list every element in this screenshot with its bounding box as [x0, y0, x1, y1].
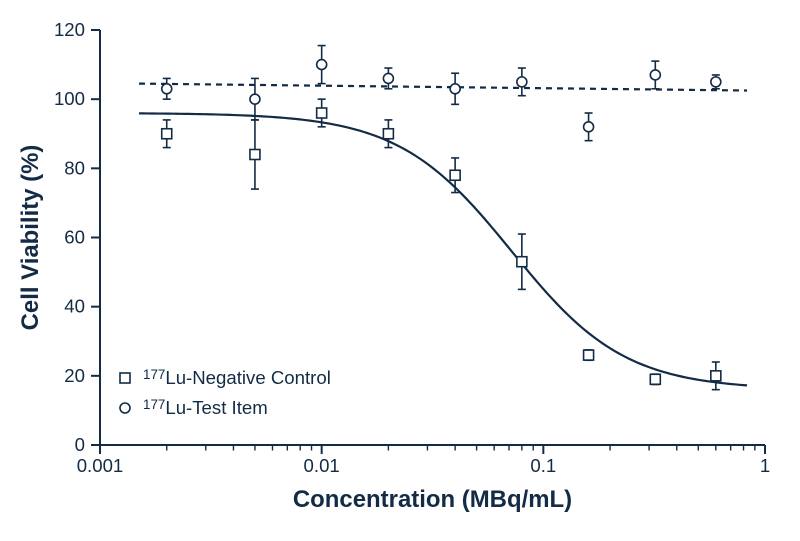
x-tick-label: 0.1	[530, 455, 556, 476]
circle-marker	[317, 60, 327, 70]
square-marker	[711, 371, 721, 381]
square-marker	[450, 170, 460, 180]
square-marker	[317, 108, 327, 118]
circle-marker	[383, 73, 393, 83]
square-marker	[383, 129, 393, 139]
legend-marker-square	[120, 373, 130, 383]
neg_control-curve	[139, 113, 747, 385]
y-tick-label: 80	[64, 157, 85, 178]
legend-marker-circle	[120, 403, 130, 413]
y-tick-label: 100	[54, 88, 85, 109]
y-tick-label: 40	[64, 296, 85, 317]
y-tick-label: 60	[64, 227, 85, 248]
circle-marker	[517, 77, 527, 87]
circle-marker	[450, 84, 460, 94]
y-tick-label: 20	[64, 365, 85, 386]
y-tick-label: 120	[54, 19, 85, 40]
y-axis-title: Cell Viability (%)	[17, 145, 44, 331]
legend-label: 177Lu-Negative Control	[143, 367, 331, 388]
square-marker	[584, 350, 594, 360]
circle-marker	[584, 122, 594, 132]
x-tick-label: 0.01	[304, 455, 340, 476]
x-tick-label: 1	[760, 455, 770, 476]
square-marker	[650, 374, 660, 384]
circle-marker	[650, 70, 660, 80]
circle-marker	[250, 94, 260, 104]
square-marker	[250, 150, 260, 160]
x-tick-label: 0.001	[77, 455, 124, 476]
square-marker	[517, 257, 527, 267]
dose-response-chart: 0.001 0.01 0.1 1 0 20 40 60 80 100 120 Concentratio…	[0, 0, 800, 541]
circle-marker	[711, 77, 721, 87]
square-marker	[162, 129, 172, 139]
circle-marker	[162, 84, 172, 94]
x-axis-title: Concentration (MBq/mL)	[293, 486, 572, 513]
legend-label: 177Lu-Test Item	[143, 397, 268, 418]
y-tick-label: 0	[75, 434, 85, 455]
chart-container: 0.001 0.01 0.1 1 0 20 40 60 80 100 120 Concentratio…	[0, 0, 800, 541]
